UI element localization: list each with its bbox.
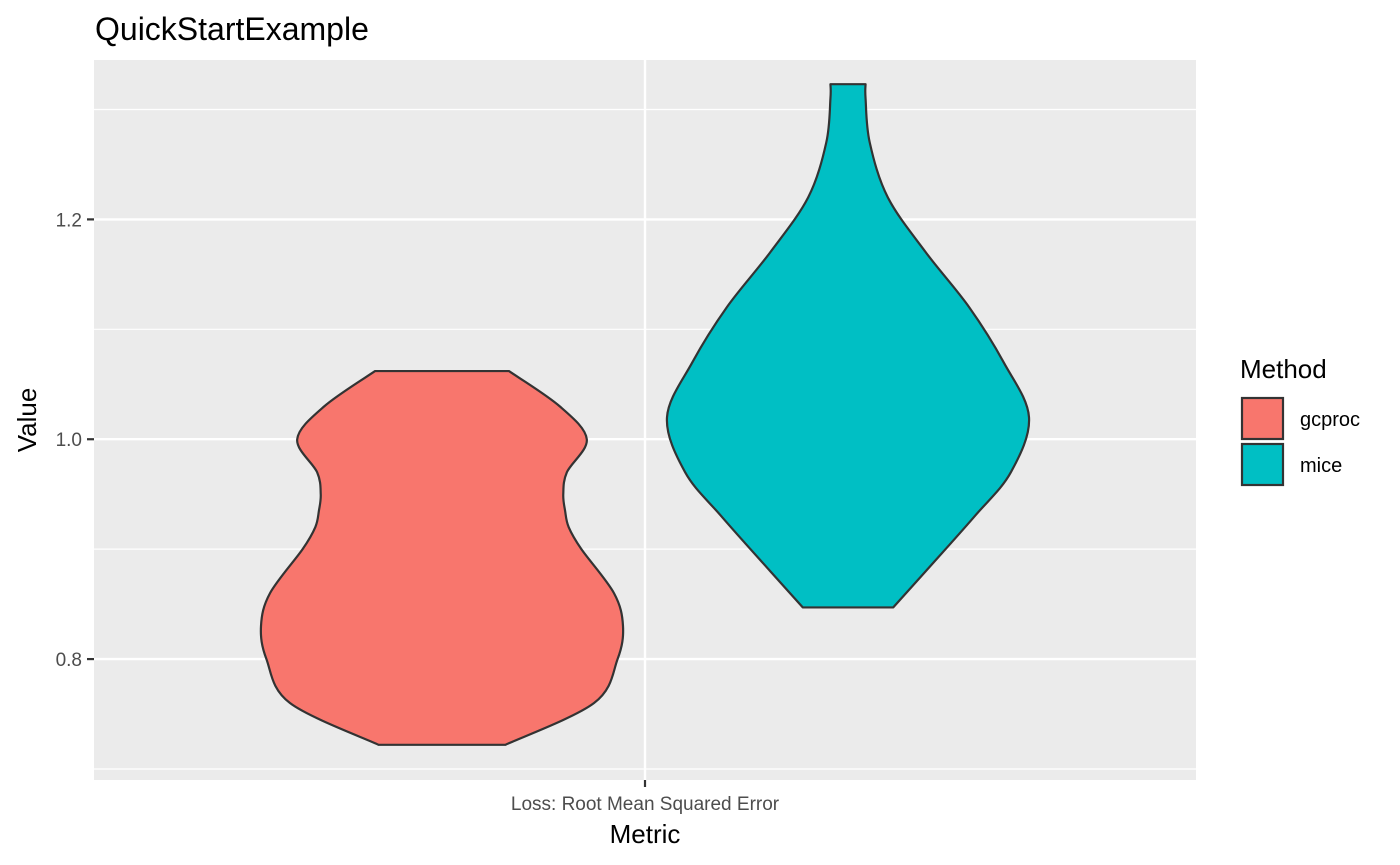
legend-label-mice: mice xyxy=(1300,455,1342,477)
legend-key-gcproc xyxy=(1240,396,1285,441)
y-axis-title: Value xyxy=(12,388,42,453)
legend-title: Method xyxy=(1240,354,1327,384)
legend-label-gcproc: gcproc xyxy=(1300,409,1360,431)
legend-items: gcproc mice xyxy=(1240,396,1360,487)
legend: Method gcproc mice xyxy=(1240,354,1360,487)
y-tick-label: 0.8 xyxy=(56,650,82,671)
violin-gcproc xyxy=(259,369,625,746)
y-axis: 0.8 1.0 1.2 xyxy=(56,210,94,671)
x-tick-label: Loss: Root Mean Squared Error xyxy=(511,794,780,815)
violins xyxy=(259,83,1031,746)
y-tick-label: 1.2 xyxy=(56,210,82,231)
x-axis: Loss: Root Mean Squared Error xyxy=(511,780,780,815)
chart-title: QuickStartExample xyxy=(95,11,369,47)
x-axis-title: Metric xyxy=(610,819,681,849)
legend-key-mice xyxy=(1240,442,1285,487)
violin-mice xyxy=(665,83,1031,609)
y-tick-label: 1.0 xyxy=(56,430,82,451)
